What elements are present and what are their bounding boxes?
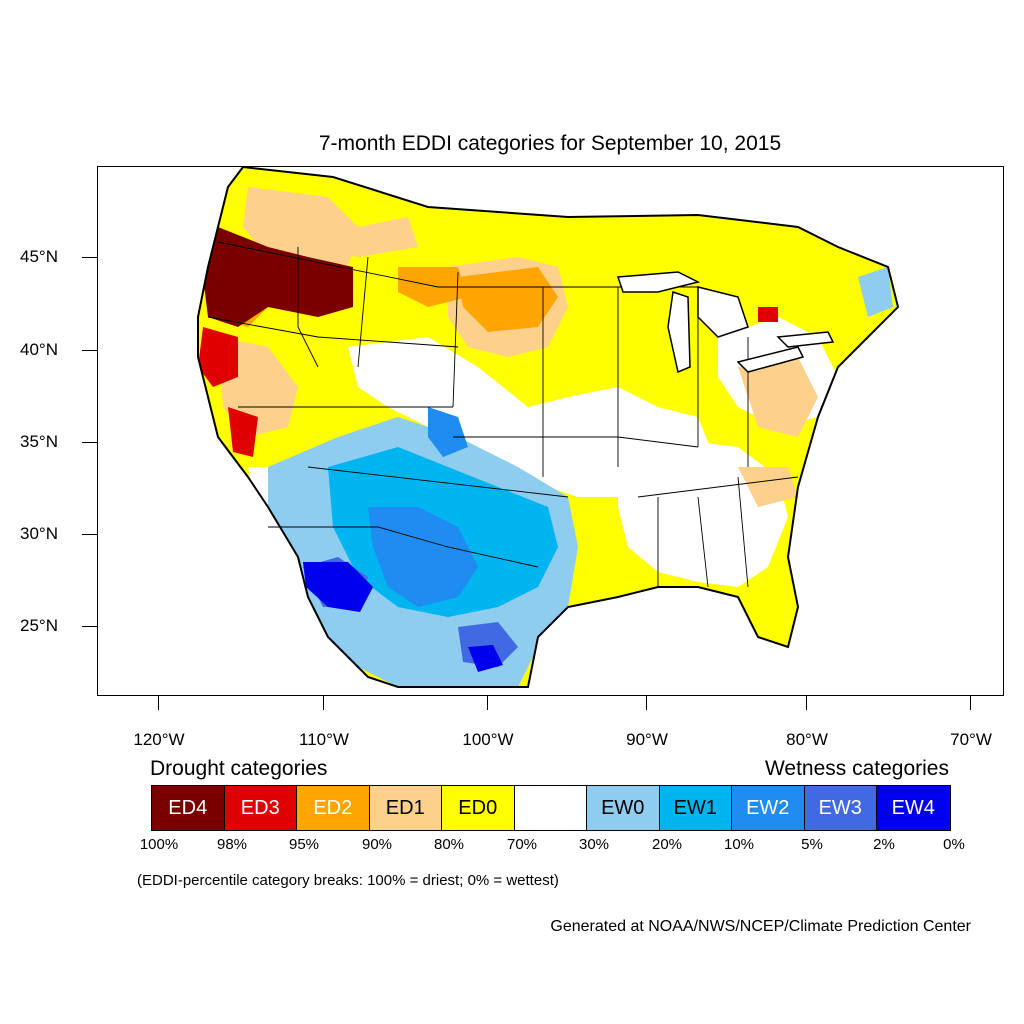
legend-pct: 2% <box>873 836 895 853</box>
lon-label-70: 70°W <box>950 730 992 749</box>
legend-colorbar: ED4 ED3 ED2 ED1 ED0 EW0 EW1 EW2 EW3 EW4 <box>151 785 951 831</box>
legend-pct: 5% <box>801 836 823 853</box>
lat-label-30: 30°N <box>20 524 58 543</box>
credit-line: Generated at NOAA/NWS/NCEP/Climate Predi… <box>550 918 971 935</box>
lat-tick <box>82 350 97 351</box>
lon-label-120: 120°W <box>133 730 185 749</box>
legend-box-ew4: EW4 <box>877 786 950 830</box>
legend-pct: 30% <box>578 836 610 853</box>
legend-pct: 0% <box>943 836 965 853</box>
lon-label-110: 110°W <box>299 730 349 749</box>
legend-box-ew0: EW0 <box>587 786 660 830</box>
lon-label-80: 80°W <box>786 730 828 749</box>
legend-pct: 70% <box>506 836 538 853</box>
legend-box-ed4: ED4 <box>152 786 225 830</box>
legend-box-ew2: EW2 <box>732 786 805 830</box>
map-title: 7-month EDDI categories for September 10… <box>318 132 782 155</box>
lon-tick <box>806 696 807 710</box>
lat-label-45: 45°N <box>20 247 58 266</box>
eddi-map <box>197 167 900 688</box>
lat-label-25: 25°N <box>20 616 58 635</box>
lon-tick <box>487 696 488 710</box>
legend-box-ed3: ED3 <box>224 786 297 830</box>
lon-tick <box>970 696 971 710</box>
legend-drought-heading: Drought categories <box>150 757 328 780</box>
lat-label-40: 40°N <box>20 340 58 359</box>
legend-pct: 90% <box>361 836 393 853</box>
legend-box-ew3: EW3 <box>804 786 877 830</box>
legend-box-normal <box>514 786 587 830</box>
legend-pct: 20% <box>651 836 683 853</box>
legend-box-ed0: ED0 <box>442 786 515 830</box>
map-area <box>97 166 1004 696</box>
lat-tick <box>82 626 97 627</box>
legend-box-ed1: ED1 <box>369 786 442 830</box>
legend-pct: 80% <box>433 836 465 853</box>
lat-tick <box>82 534 97 535</box>
legend-pct: 98% <box>216 836 248 853</box>
legend-wetness-heading: Wetness categories <box>764 757 949 780</box>
legend-pct: 100% <box>139 836 179 853</box>
legend-box-ew1: EW1 <box>659 786 732 830</box>
lat-tick <box>82 442 97 443</box>
lon-label-90: 90°W <box>626 730 668 749</box>
legend-pct: 10% <box>723 836 755 853</box>
legend-box-ed2: ED2 <box>297 786 370 830</box>
lon-label-100: 100°W <box>462 730 514 749</box>
category-breaks-note: (EDDI-percentile category breaks: 100% =… <box>137 872 559 889</box>
lon-tick <box>646 696 647 710</box>
lon-tick <box>158 696 159 710</box>
lon-tick <box>323 696 324 710</box>
lat-label-35: 35°N <box>20 432 58 451</box>
lat-tick <box>82 257 97 258</box>
legend-pct: 95% <box>288 836 320 853</box>
